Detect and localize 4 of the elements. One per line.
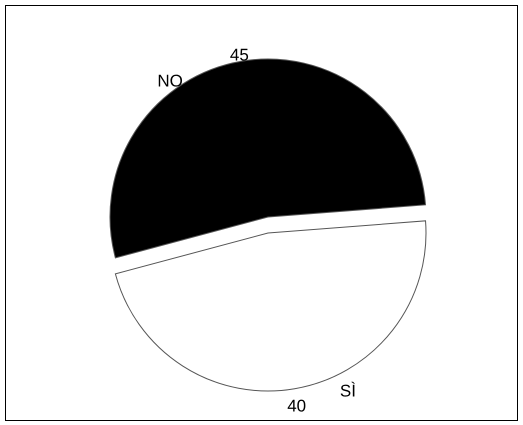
data-label: 40 xyxy=(287,396,306,416)
slice-label: NO xyxy=(157,72,183,91)
data-label: 45 xyxy=(230,45,249,64)
slice-label: SÌ xyxy=(340,381,356,400)
